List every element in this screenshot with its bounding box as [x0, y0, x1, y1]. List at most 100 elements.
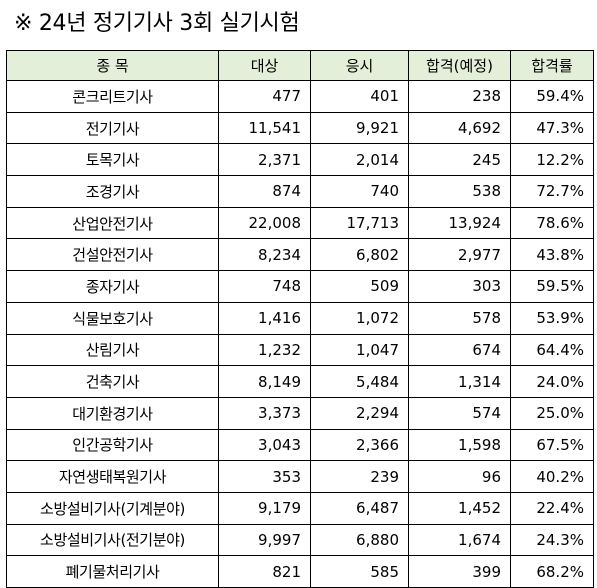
- cell-examinees: 2,294: [310, 396, 409, 430]
- cell-subject: 인간공학기사: [6, 428, 219, 462]
- cell-subject: 폐기물처리기사: [6, 555, 219, 588]
- cell-passed: 96: [408, 460, 511, 493]
- header-applicants: 대상: [218, 50, 311, 81]
- cell-examinees: 2,366: [310, 428, 409, 462]
- cell-passed: 1,674: [408, 523, 511, 557]
- cell-passed: 674: [408, 333, 511, 367]
- cell-pass-rate: 59.5%: [510, 270, 594, 303]
- cell-examinees: 1,047: [310, 333, 409, 367]
- table-row: 콘크리트기사 477 401 238 59.4%: [6, 80, 594, 113]
- cell-pass-rate: 43.8%: [510, 238, 594, 272]
- table-row: 산업안전기사 22,008 17,713 13,924 78.6%: [6, 206, 594, 240]
- cell-applicants: 1,232: [218, 333, 311, 367]
- cell-applicants: 477: [218, 80, 311, 113]
- cell-subject: 대기환경기사: [6, 396, 219, 430]
- cell-passed: 578: [408, 301, 511, 335]
- cell-applicants: 874: [218, 175, 311, 208]
- table-body: 콘크리트기사 477 401 238 59.4% 전기기사 11,541 9,921 4,692…: [6, 80, 594, 588]
- cell-examinees: 2,014: [310, 143, 409, 177]
- cell-applicants: 3,043: [218, 428, 311, 462]
- cell-pass-rate: 53.9%: [510, 301, 594, 335]
- cell-examinees: 1,072: [310, 301, 409, 335]
- cell-pass-rate: 68.2%: [510, 555, 594, 588]
- header-subject: 종 목: [6, 50, 219, 81]
- cell-examinees: 401: [310, 80, 409, 113]
- cell-subject: 건설안전기사: [6, 238, 219, 272]
- cell-passed: 399: [408, 555, 511, 588]
- table-row: 산림기사 1,232 1,047 674 64.4%: [6, 333, 594, 367]
- cell-examinees: 239: [310, 460, 409, 493]
- cell-pass-rate: 78.6%: [510, 206, 594, 240]
- table-row: 자연생태복원기사 353 239 96 40.2%: [6, 460, 594, 493]
- cell-subject: 식물보호기사: [6, 301, 219, 335]
- table-row: 건설안전기사 8,234 6,802 2,977 43.8%: [6, 238, 594, 272]
- header-pass-rate: 합격률: [510, 50, 594, 81]
- table-row: 인간공학기사 3,043 2,366 1,598 67.5%: [6, 428, 594, 462]
- page-title: ※ 24년 정기기사 3회 실기시험: [14, 11, 300, 36]
- table-row: 대기환경기사 3,373 2,294 574 25.0%: [6, 396, 594, 430]
- exam-results-table: 종 목 대상 응시 합격(예정) 합격률 콘크리트기사 477 401 238 59.4…: [6, 50, 594, 588]
- cell-subject: 토목기사: [6, 143, 219, 177]
- cell-passed: 303: [408, 270, 511, 303]
- cell-pass-rate: 67.5%: [510, 428, 594, 462]
- cell-passed: 238: [408, 80, 511, 113]
- cell-subject: 소방설비기사(기계분야): [6, 491, 219, 525]
- cell-examinees: 6,487: [310, 491, 409, 525]
- cell-pass-rate: 25.0%: [510, 396, 594, 430]
- cell-applicants: 11,541: [218, 111, 311, 145]
- cell-passed: 4,692: [408, 111, 511, 145]
- cell-subject: 소방설비기사(전기분야): [6, 523, 219, 557]
- cell-pass-rate: 47.3%: [510, 111, 594, 145]
- cell-passed: 1,452: [408, 491, 511, 525]
- header-passed: 합격(예정): [408, 50, 511, 81]
- cell-applicants: 8,234: [218, 238, 311, 272]
- cell-subject: 종자기사: [6, 270, 219, 303]
- cell-pass-rate: 40.2%: [510, 460, 594, 493]
- cell-examinees: 6,880: [310, 523, 409, 557]
- cell-applicants: 3,373: [218, 396, 311, 430]
- table-row: 건축기사 8,149 5,484 1,314 24.0%: [6, 365, 594, 398]
- cell-examinees: 5,484: [310, 365, 409, 398]
- table-row: 전기기사 11,541 9,921 4,692 47.3%: [6, 111, 594, 145]
- cell-examinees: 509: [310, 270, 409, 303]
- table-row: 폐기물처리기사 821 585 399 68.2%: [6, 555, 594, 588]
- cell-passed: 1,314: [408, 365, 511, 398]
- cell-subject: 자연생태복원기사: [6, 460, 219, 493]
- cell-examinees: 6,802: [310, 238, 409, 272]
- cell-applicants: 353: [218, 460, 311, 493]
- cell-passed: 1,598: [408, 428, 511, 462]
- cell-passed: 574: [408, 396, 511, 430]
- cell-pass-rate: 24.0%: [510, 365, 594, 398]
- cell-pass-rate: 24.3%: [510, 523, 594, 557]
- cell-applicants: 8,149: [218, 365, 311, 398]
- cell-applicants: 2,371: [218, 143, 311, 177]
- cell-passed: 13,924: [408, 206, 511, 240]
- cell-subject: 산림기사: [6, 333, 219, 367]
- table-row: 토목기사 2,371 2,014 245 12.2%: [6, 143, 594, 177]
- cell-subject: 전기기사: [6, 111, 219, 145]
- cell-subject: 산업안전기사: [6, 206, 219, 240]
- cell-examinees: 740: [310, 175, 409, 208]
- cell-applicants: 821: [218, 555, 311, 588]
- cell-examinees: 585: [310, 555, 409, 588]
- cell-applicants: 748: [218, 270, 311, 303]
- cell-applicants: 9,179: [218, 491, 311, 525]
- cell-applicants: 9,997: [218, 523, 311, 557]
- cell-examinees: 9,921: [310, 111, 409, 145]
- cell-subject: 조경기사: [6, 175, 219, 208]
- cell-pass-rate: 59.4%: [510, 80, 594, 113]
- cell-pass-rate: 64.4%: [510, 333, 594, 367]
- cell-passed: 2,977: [408, 238, 511, 272]
- cell-examinees: 17,713: [310, 206, 409, 240]
- cell-pass-rate: 22.4%: [510, 491, 594, 525]
- cell-subject: 콘크리트기사: [6, 80, 219, 113]
- table-row: 조경기사 874 740 538 72.7%: [6, 175, 594, 208]
- table-row: 소방설비기사(기계분야) 9,179 6,487 1,452 22.4%: [6, 491, 594, 525]
- cell-pass-rate: 72.7%: [510, 175, 594, 208]
- cell-passed: 538: [408, 175, 511, 208]
- table-row: 식물보호기사 1,416 1,072 578 53.9%: [6, 301, 594, 335]
- header-examinees: 응시: [310, 50, 409, 81]
- cell-applicants: 22,008: [218, 206, 311, 240]
- cell-subject: 건축기사: [6, 365, 219, 398]
- header-row: 종 목 대상 응시 합격(예정) 합격률: [6, 50, 594, 81]
